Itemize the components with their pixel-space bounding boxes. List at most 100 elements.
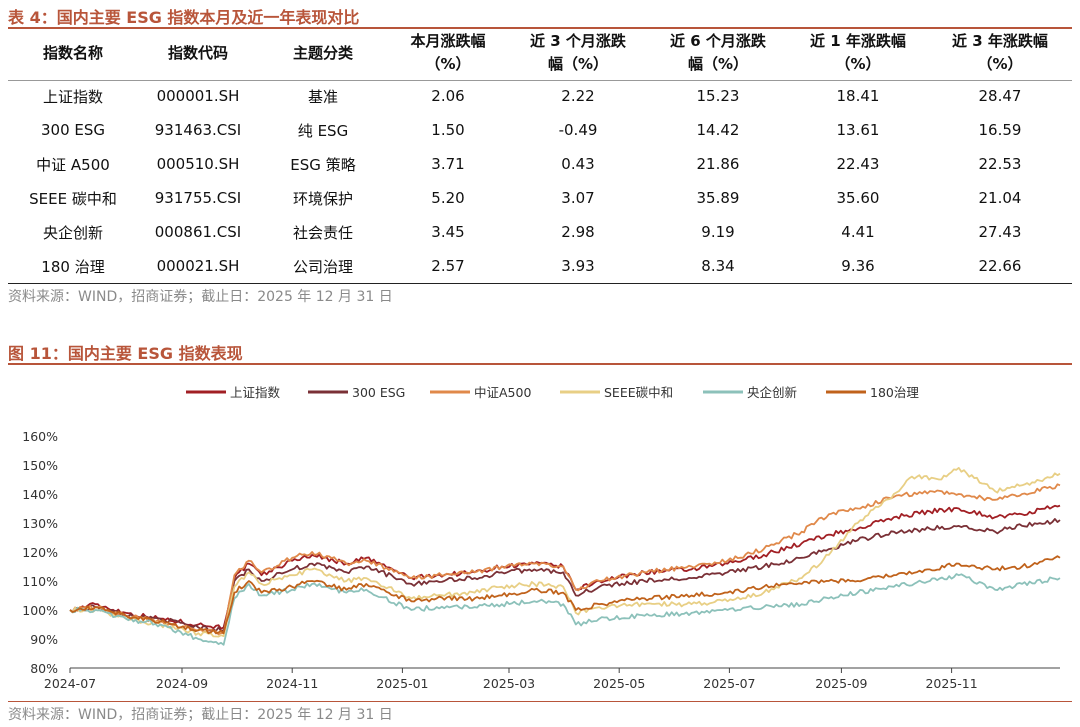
table-cell: 931463.CSI xyxy=(154,121,242,139)
performance-table: 指数名称 指数代码 主题分类 本月涨跌幅 （%） 近 3 个月涨跌 幅（%） 近 6 个月… xyxy=(8,27,1072,283)
table-header-cell: 本月涨跌幅 （%） xyxy=(410,32,486,73)
figure-source-note: 资料来源：WIND，招商证券；截止日：2025 年 12 月 31 日 xyxy=(8,707,393,723)
table-cell: 0.43 xyxy=(561,155,595,173)
table-cell: 环境保护 xyxy=(292,189,353,208)
series-line xyxy=(69,573,1061,646)
x-tick-label: 2025-05 xyxy=(593,676,645,691)
series-line xyxy=(69,467,1061,638)
y-tick-label: 100% xyxy=(22,603,58,618)
table-cell: 基准 xyxy=(307,87,338,106)
table-header-cell: 指数名称 xyxy=(42,43,103,62)
table-row: 中证 A500 000510.SH ESG 策略 3.71 0.43 21.86 22.43… xyxy=(8,147,1072,181)
table-cell: 300 ESG xyxy=(40,121,106,139)
table-cell: 000001.SH xyxy=(156,87,240,105)
x-tick-label: 2025-07 xyxy=(703,676,755,691)
table-cell: 22.43 xyxy=(836,155,880,173)
table-cell: 3.93 xyxy=(561,257,595,275)
table-cell: 5.20 xyxy=(431,189,465,207)
table-cell: 3.71 xyxy=(431,155,465,173)
x-tick-label: 2024-09 xyxy=(156,676,208,691)
table-header-cell: 近 6 个月涨跌 幅（%） xyxy=(670,32,766,73)
legend-label: SEEE碳中和 xyxy=(604,385,673,400)
table-header-cell: 近 1 年涨跌幅 （%） xyxy=(810,32,906,73)
table-cell: 2.57 xyxy=(431,257,465,275)
table-cell: 8.34 xyxy=(701,257,735,275)
table-source-note: 资料来源：WIND，招商证券；截止日：2025 年 12 月 31 日 xyxy=(8,289,393,305)
x-tick-label: 2025-09 xyxy=(815,676,867,691)
table-cell: -0.49 xyxy=(558,121,598,139)
table-cell: 931755.CSI xyxy=(154,189,242,207)
figure-title: 图 11：国内主要 ESG 指数表现 xyxy=(8,344,243,363)
table-cell: 9.36 xyxy=(841,257,875,275)
table-top-rule xyxy=(8,27,1072,29)
table-cell: 上证指数 xyxy=(42,87,103,106)
table-cell: 3.07 xyxy=(561,189,595,207)
table-cell: 27.43 xyxy=(978,223,1022,241)
y-tick-label: 150% xyxy=(22,458,58,473)
table-cell: 35.89 xyxy=(696,189,740,207)
table-row: 300 ESG 931463.CSI 纯 ESG 1.50 -0.49 14.42 13.6… xyxy=(8,113,1072,147)
table-cell: 000861.CSI xyxy=(154,223,242,241)
y-tick-label: 120% xyxy=(22,545,58,560)
table-cell: 18.41 xyxy=(836,87,880,105)
table-header-cell: 指数代码 xyxy=(167,43,228,62)
x-tick-label: 2025-03 xyxy=(483,676,535,691)
table-cell: 21.86 xyxy=(696,155,740,173)
table-cell: 15.23 xyxy=(696,87,740,105)
table-row: 180 治理 000021.SH 公司治理 2.57 3.93 8.34 9.36 22.66 xyxy=(8,249,1072,283)
table-cell: 2.06 xyxy=(431,87,465,105)
table-header-cell: 近 3 个月涨跌 幅（%） xyxy=(530,32,626,73)
legend-label: 300 ESG xyxy=(352,385,405,400)
table-header-cell: 主题分类 xyxy=(292,43,353,62)
y-tick-label: 80% xyxy=(30,661,58,676)
table-row: 央企创新 000861.CSI 社会责任 3.45 2.98 9.19 4.41 27.43 xyxy=(8,215,1072,249)
table-cell: 央企创新 xyxy=(42,223,103,242)
table-body: 上证指数 000001.SH 基准 2.06 2.22 15.23 18.41 28.47 30… xyxy=(8,79,1072,283)
x-tick-label: 2024-07 xyxy=(44,676,96,691)
table-cell: 22.53 xyxy=(978,155,1022,173)
figure-bottom-rule xyxy=(8,701,1072,702)
table-cell: 2.22 xyxy=(561,87,595,105)
table-title: 表 4：国内主要 ESG 指数本月及近一年表现对比 xyxy=(8,8,360,27)
table-header-row: 指数名称 指数代码 主题分类 本月涨跌幅 （%） 近 3 个月涨跌 幅（%） 近 6 个月… xyxy=(8,27,1072,79)
table-cell: 3.45 xyxy=(431,223,465,241)
table-cell: 2.98 xyxy=(561,223,595,241)
table-cell: 180 治理 xyxy=(41,257,105,276)
table-cell: 000021.SH xyxy=(156,257,240,275)
table-cell: 22.66 xyxy=(978,257,1022,275)
y-tick-label: 110% xyxy=(22,574,58,589)
table-cell: 社会责任 xyxy=(292,223,353,242)
y-tick-label: 90% xyxy=(30,632,58,647)
y-tick-label: 140% xyxy=(22,487,58,502)
table-cell: 4.41 xyxy=(841,223,875,241)
legend-label: 180治理 xyxy=(870,385,919,400)
table-cell: 13.61 xyxy=(836,121,880,139)
y-tick-label: 130% xyxy=(22,516,58,531)
x-tick-label: 2025-11 xyxy=(925,676,977,691)
table-cell: 21.04 xyxy=(978,189,1022,207)
table-cell: 1.50 xyxy=(431,121,465,139)
table-cell: 000510.SH xyxy=(156,155,240,173)
legend-label: 中证A500 xyxy=(474,385,531,400)
table-cell: 28.47 xyxy=(978,87,1022,105)
x-tick-label: 2025-01 xyxy=(376,676,428,691)
table-cell: 9.19 xyxy=(701,223,735,241)
y-tick-label: 160% xyxy=(22,429,58,444)
series-line xyxy=(69,555,1061,635)
series-line xyxy=(69,518,1061,632)
table-cell: SEEE 碳中和 xyxy=(29,189,117,208)
legend-label: 上证指数 xyxy=(230,385,281,400)
table-cell: 35.60 xyxy=(836,189,880,207)
series-line xyxy=(69,483,1061,636)
table-bottom-rule xyxy=(8,283,1072,284)
table-cell: 16.59 xyxy=(978,121,1022,139)
header-divider xyxy=(8,80,1072,81)
x-tick-label: 2024-11 xyxy=(266,676,318,691)
legend-label: 央企创新 xyxy=(747,385,797,400)
table-cell: ESG 策略 xyxy=(290,155,356,174)
figure-top-rule xyxy=(8,363,1072,365)
table-header-cell: 近 3 年涨跌幅 （%） xyxy=(952,32,1048,73)
series-line xyxy=(69,504,1061,630)
esg-index-line-chart: 上证指数 300 ESG 中证A500 SEEE碳中和 央企创新 180治理 80% 90% 1… xyxy=(22,385,1061,691)
table-cell: 公司治理 xyxy=(292,257,353,276)
